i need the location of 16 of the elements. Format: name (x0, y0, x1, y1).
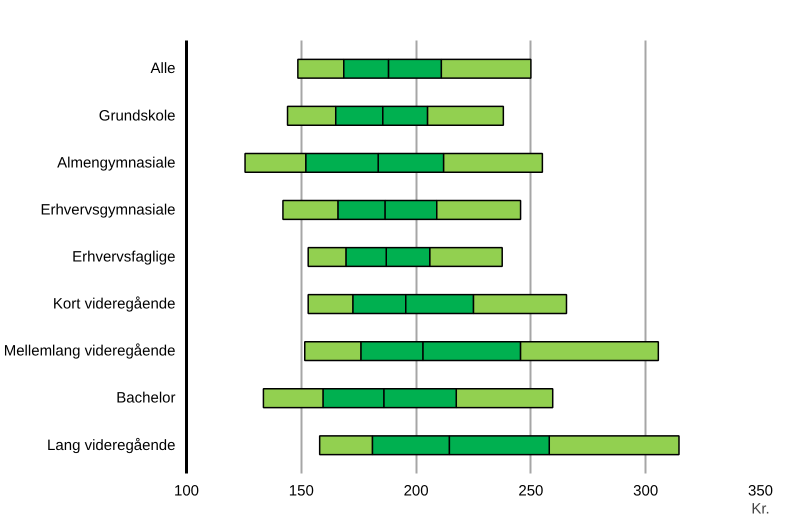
y-tick-label: Bachelor (116, 390, 176, 407)
y-tick-label: Mellemlang videregående (4, 342, 176, 360)
y-tick-label: Alle (150, 60, 176, 78)
x-axis-title: Kr. (751, 500, 770, 518)
y-tick-label: Grundskole (98, 107, 176, 124)
x-tick-label: 250 (518, 482, 544, 500)
x-tick-label: 300 (633, 482, 658, 500)
x-tick-label: 150 (288, 482, 314, 500)
x-tick-label: 350 (748, 482, 774, 500)
y-tick-label: Lang videregående (47, 436, 176, 454)
x-tick-label: 100 (174, 482, 200, 500)
y-tick-label: Kort videregående (52, 296, 176, 313)
y-tick-label: Erhvervsfaglige (72, 248, 176, 266)
y-tick-label: Almengymnasiale (57, 154, 176, 172)
x-tick-label: 200 (404, 482, 429, 500)
y-tick-label: Erhvervsgymnasiale (40, 201, 176, 218)
